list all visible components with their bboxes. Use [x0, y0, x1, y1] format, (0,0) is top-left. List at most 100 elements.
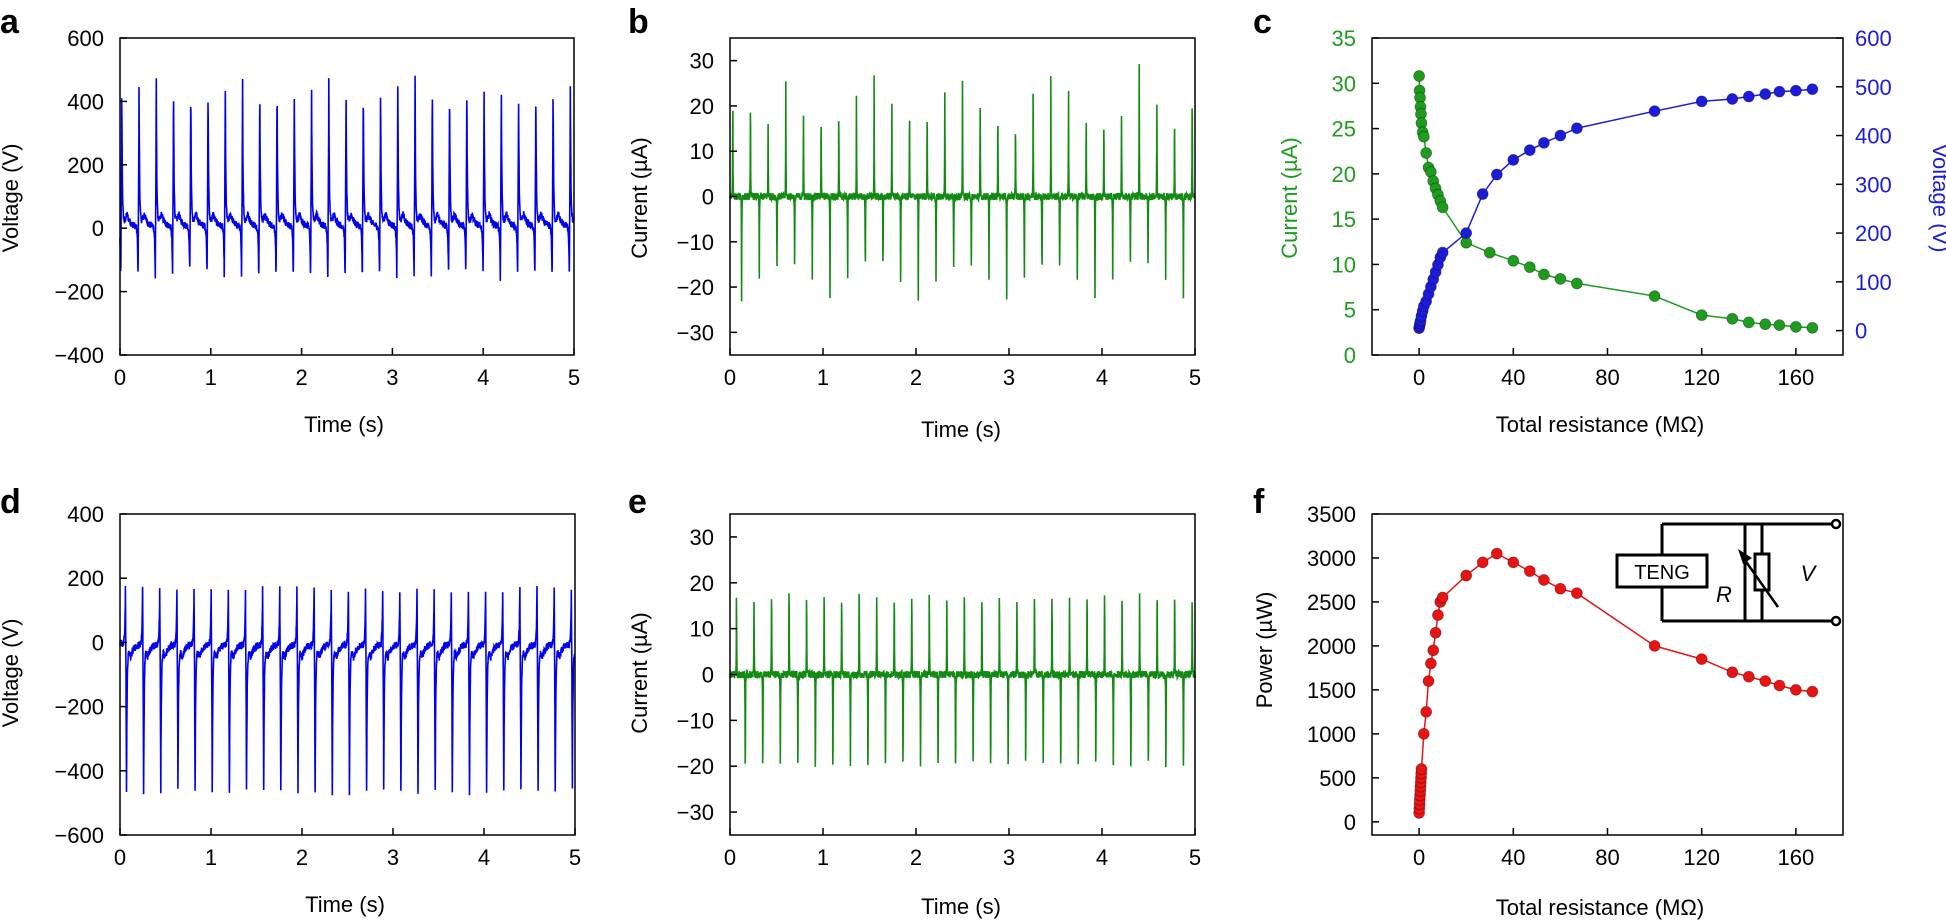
terminal-bottom-icon [1830, 615, 1842, 627]
voltage-point [1806, 83, 1819, 96]
current-point [1436, 201, 1449, 214]
current-point [1507, 254, 1520, 267]
current-point [1648, 290, 1661, 303]
y-tick-label: 2500 [1307, 590, 1356, 615]
plot-area-b: 0 1 2 3 4 5 −30 −20 −10 0 10 20 30 [677, 37, 1201, 390]
y-tick-label: 1500 [1307, 678, 1356, 703]
voltage-point [1476, 188, 1489, 200]
y-tick-label: 0 [1344, 343, 1356, 368]
series-line [119, 75, 575, 281]
x-tick-label: 1 [817, 845, 829, 870]
x-tick-label: 80 [1595, 365, 1619, 390]
power-point [1490, 547, 1503, 560]
current-point [1483, 246, 1496, 259]
power-point [1476, 556, 1489, 569]
inset-circuit: TENG R V [1615, 518, 1842, 627]
y-tick-label: 20 [690, 571, 714, 596]
y-tick-label: 20 [1332, 162, 1356, 187]
current-point [1695, 309, 1708, 322]
voltage-point [1570, 122, 1583, 135]
x-tick-label: 0 [1413, 365, 1425, 390]
x-tick-label: 3 [1003, 845, 1015, 870]
y-tick-label: −200 [54, 280, 104, 305]
panel-e: e 0 1 2 3 4 5 −30 −20 −10 0 10 20 30 Time (s) Curren… [627, 483, 1201, 919]
power-point [1773, 679, 1786, 692]
x-tick-label: 120 [1683, 845, 1720, 870]
y-tick-label: 400 [67, 89, 104, 114]
y-tick-label: 0 [92, 630, 104, 655]
panel-letter-a: a [0, 3, 20, 41]
y-axis-title-e: Current (µA) [627, 612, 652, 733]
voltage-point [1648, 105, 1661, 118]
current-point [1759, 318, 1772, 331]
voltage-point [1507, 154, 1520, 166]
current-point [1420, 147, 1433, 159]
voltage-point [1773, 85, 1786, 98]
power-point [1415, 763, 1428, 775]
y-tick-label: 30 [690, 525, 714, 550]
y-tick-label: 10 [690, 617, 714, 642]
y-tick-label: 10 [1332, 252, 1356, 277]
current-point [1790, 321, 1802, 333]
current-point [1417, 130, 1430, 143]
x-tick-label: 1 [817, 365, 829, 390]
v-label: V [1801, 561, 1818, 586]
plot-area-e: 0 1 2 3 4 5 −30 −20 −10 0 10 20 30 [677, 513, 1201, 870]
power-point [1427, 644, 1440, 657]
power-point [1570, 587, 1583, 600]
y-axis-title-b: Current (µA) [627, 137, 652, 258]
voltage-point [1742, 90, 1755, 103]
y-tick-label: 2000 [1307, 634, 1356, 659]
y-tick-label: 600 [67, 26, 104, 51]
x-tick-label: 80 [1595, 845, 1619, 870]
x-tick-label: 4 [1096, 365, 1108, 390]
y-tick-label: −10 [677, 708, 714, 733]
y-tick-label-right: 100 [1855, 270, 1892, 295]
x-tick-label: 4 [1096, 845, 1108, 870]
current-point [1806, 321, 1819, 334]
current-point [1726, 312, 1739, 325]
y-tick-label: −30 [677, 800, 714, 825]
power-point [1420, 705, 1433, 718]
y-tick-label-right: 500 [1855, 75, 1892, 100]
current-point [1554, 273, 1567, 285]
y-tick-label: 500 [1319, 766, 1356, 791]
y-tick-label: −600 [54, 823, 104, 848]
series-line [729, 593, 1196, 768]
current-point [1742, 316, 1755, 329]
x-tick-label: 5 [568, 365, 580, 390]
panel-f: f 0 40 80 120 160 0 500 1000 1500 2000 2500 3000 350… [1252, 483, 1844, 920]
power-point [1759, 675, 1772, 687]
x-axis-title-f: Total resistance (MΩ) [1496, 895, 1704, 920]
y-tick-label: −20 [677, 275, 714, 300]
x-tick-label: 5 [569, 845, 581, 870]
x-tick-label: 4 [477, 365, 489, 390]
y-axis-title-left-c: Current (µA) [1277, 137, 1302, 258]
voltage-point [1790, 84, 1802, 97]
plot-area-f: 0 40 80 120 160 0 500 1000 1500 2000 2500 3000 3500 [1307, 502, 1844, 870]
x-tick-label: 160 [1778, 845, 1815, 870]
x-tick-label: 1 [205, 845, 217, 870]
x-tick-label: 2 [296, 845, 308, 870]
voltage-point [1554, 129, 1567, 142]
series-line [119, 585, 576, 796]
power-point [1436, 591, 1449, 604]
voltage-point [1436, 246, 1449, 259]
y-tick-label: 200 [67, 566, 104, 591]
voltage-point [1460, 227, 1473, 239]
y-tick-label-right: 0 [1855, 319, 1867, 344]
series-line [729, 64, 1196, 302]
power-point [1432, 609, 1444, 622]
voltage-point [1523, 144, 1536, 157]
panel-letter-b: b [628, 3, 649, 41]
panel-b: b 0 1 2 3 4 5 −30 −20 −10 0 10 20 30 Time (s) Curren… [627, 3, 1201, 442]
terminal-top-icon [1830, 518, 1842, 530]
y-tick-label: 200 [67, 153, 104, 178]
panel-letter-f: f [1253, 483, 1265, 521]
current-point [1538, 268, 1550, 281]
r-label: R [1716, 582, 1732, 607]
power-point [1790, 683, 1802, 696]
y-axis-title-d: Voltage (V) [0, 619, 23, 728]
power-point [1806, 685, 1819, 698]
y-tick-label: 1000 [1307, 722, 1356, 747]
